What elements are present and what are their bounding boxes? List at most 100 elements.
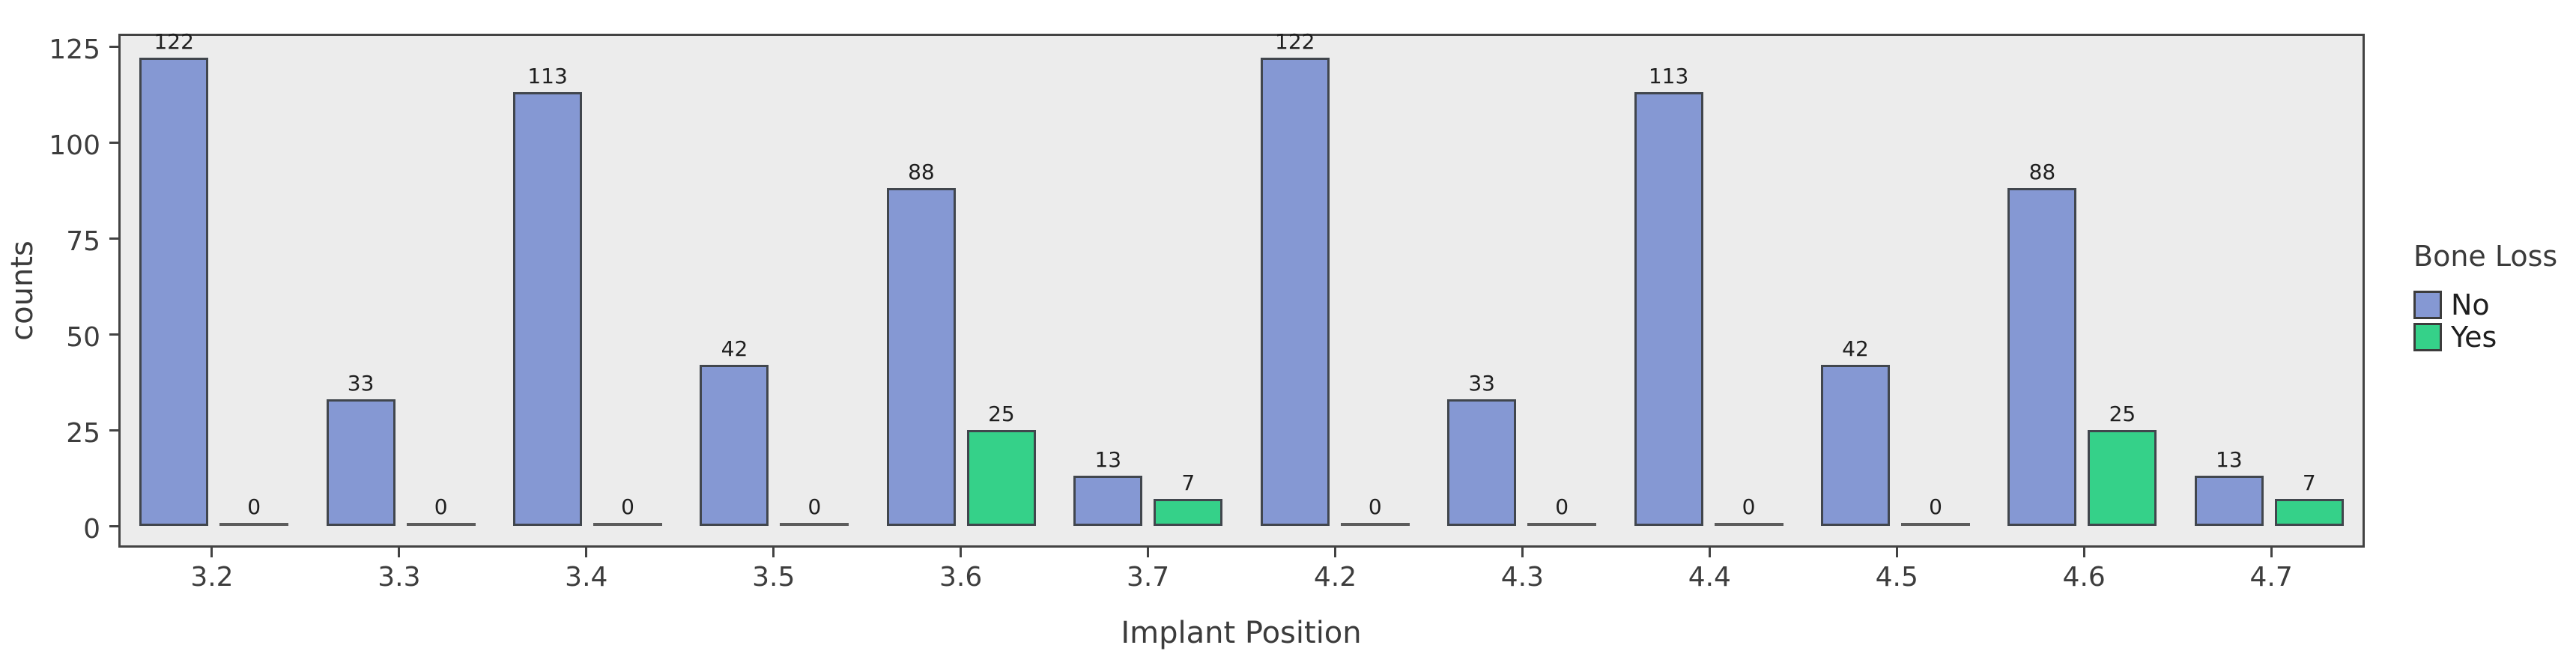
x-tick-mark (1147, 548, 1150, 557)
bar-wrap-no-4.5: 42 (1821, 339, 1890, 526)
legend-swatch-yes (2413, 323, 2442, 351)
bar-wrap-no-3.2: 122 (139, 29, 209, 526)
bar-yes-3.7 (1154, 499, 1223, 526)
bar-group-3.3: 33 0 (307, 373, 494, 526)
x-tick-label-4.7: 4.7 (2249, 562, 2293, 593)
x-tick-cell (2178, 548, 2365, 557)
bar-group-4.6: 88 25 (1989, 162, 2175, 526)
bar-wrap-yes-3.7: 7 (1154, 473, 1223, 526)
bar-no-4.4 (1634, 92, 1703, 526)
y-tick-label-25: 25 (66, 418, 100, 449)
bar-no-3.3 (326, 399, 396, 526)
x-tick-label-4.2: 4.2 (1313, 562, 1357, 593)
bar-yes-3.3 (406, 523, 476, 526)
x-tick-label-4.4: 4.4 (1688, 562, 1731, 593)
bar-no-4.5 (1821, 365, 1890, 526)
bar-wrap-yes-4.6: 25 (2088, 404, 2157, 526)
bar-group-3.6: 88 25 (868, 162, 1055, 526)
bar-wrap-no-4.7: 13 (2194, 449, 2264, 526)
bar-no-4.7 (2194, 476, 2264, 526)
bar-group-3.5: 42 0 (681, 339, 867, 526)
bar-group-4.3: 33 0 (1428, 373, 1615, 526)
bar-wrap-yes-3.2: 0 (219, 494, 289, 526)
y-tick-label-100: 100 (49, 130, 100, 161)
bar-value-label: 0 (1929, 494, 1942, 519)
bar-yes-3.4 (593, 523, 663, 526)
y-axis-title: counts (5, 240, 40, 341)
bar-no-3.2 (139, 58, 209, 526)
x-tick-label-3.3: 3.3 (378, 562, 421, 593)
bar-wrap-no-3.3: 33 (326, 373, 396, 526)
bar-value-label: 0 (247, 494, 261, 519)
bar-group-4.5: 42 0 (1802, 339, 1989, 526)
bar-value-label: 33 (1468, 371, 1495, 396)
bar-value-label: 25 (988, 402, 1015, 426)
y-tick-mark (109, 525, 118, 527)
y-tick-mark (109, 46, 118, 48)
legend-label-yes: Yes (2451, 321, 2497, 354)
bar-value-label: 122 (154, 29, 194, 54)
bar-value-label: 0 (434, 494, 448, 519)
bar-wrap-no-4.6: 88 (2007, 160, 2077, 526)
bar-yes-4.7 (2274, 499, 2344, 526)
bar-no-3.4 (513, 92, 583, 526)
x-tick-cell (1428, 548, 1616, 557)
bar-value-label: 88 (2028, 160, 2056, 184)
bar-no-4.2 (1260, 58, 1330, 526)
bar-yes-4.5 (1901, 523, 1970, 526)
bars-row: 122 0 33 0 113 0 42 0 88 25 13 7 122 0 33 0 113 0 42 0 88 25 1… (121, 31, 2363, 526)
bar-no-4.3 (1447, 399, 1517, 526)
bar-wrap-no-3.7: 13 (1073, 447, 1143, 526)
bar-wrap-no-4.3: 33 (1447, 371, 1517, 526)
legend-entry-yes: Yes (2413, 323, 2557, 351)
x-tick-cell (1055, 548, 1242, 557)
bar-group-3.4: 113 0 (494, 66, 681, 526)
bar-value-label: 0 (807, 494, 822, 519)
x-tick-cell (680, 548, 867, 557)
y-tick-mark (109, 142, 118, 144)
x-tick-mark (772, 548, 775, 557)
bar-value-label: 113 (1648, 64, 1689, 88)
bar-value-label: 42 (1842, 336, 1869, 361)
plot-area: 122 0 33 0 113 0 42 0 88 25 13 7 122 0 33 0 113 0 42 0 88 25 1… (118, 31, 2365, 548)
x-tick-mark (1895, 548, 1898, 557)
bar-value-label: 122 (1275, 29, 1315, 54)
bar-no-3.5 (700, 365, 769, 526)
bar-wrap-yes-3.4: 0 (593, 494, 663, 526)
x-axis-tick-marks (118, 548, 2365, 557)
legend-entry-no: No (2413, 291, 2557, 319)
bar-wrap-yes-3.6: 25 (966, 402, 1036, 526)
bar-value-label: 0 (1555, 494, 1569, 519)
x-tick-label-3.4: 3.4 (565, 562, 608, 593)
bar-value-label: 0 (621, 494, 634, 519)
x-tick-cell (867, 548, 1055, 557)
legend-label-no: No (2451, 288, 2490, 321)
x-tick-label-3.5: 3.5 (752, 562, 795, 593)
x-tick-mark (210, 548, 213, 557)
bar-yes-3.2 (219, 523, 289, 526)
bar-value-label: 0 (1368, 494, 1382, 519)
y-tick-label-75: 75 (66, 226, 100, 257)
x-tick-label-4.3: 4.3 (1500, 562, 1545, 593)
x-tick-mark (1521, 548, 1524, 557)
y-tick-mark (109, 429, 118, 432)
x-tick-cell (1242, 548, 1429, 557)
bar-value-label: 13 (1094, 447, 1122, 472)
bar-value-label: 42 (721, 336, 748, 361)
x-tick-mark (960, 548, 963, 557)
x-tick-label-3.7: 3.7 (1126, 562, 1170, 593)
bar-yes-4.6 (2088, 430, 2157, 526)
bar-group-4.2: 122 0 (1242, 31, 1428, 526)
bar-wrap-yes-4.4: 0 (1714, 497, 1783, 526)
y-tick-label-50: 50 (66, 322, 100, 353)
bar-value-label: 7 (2302, 470, 2316, 495)
legend-entries: No Yes (2413, 291, 2557, 351)
bar-wrap-no-3.5: 42 (700, 339, 769, 526)
y-tick-mark (109, 237, 118, 240)
bar-yes-3.6 (966, 430, 1036, 526)
x-tick-mark (1708, 548, 1711, 557)
bar-group-4.4: 113 0 (1615, 66, 1801, 526)
x-tick-mark (2270, 548, 2273, 557)
legend-title: Bone Loss (2413, 240, 2558, 273)
